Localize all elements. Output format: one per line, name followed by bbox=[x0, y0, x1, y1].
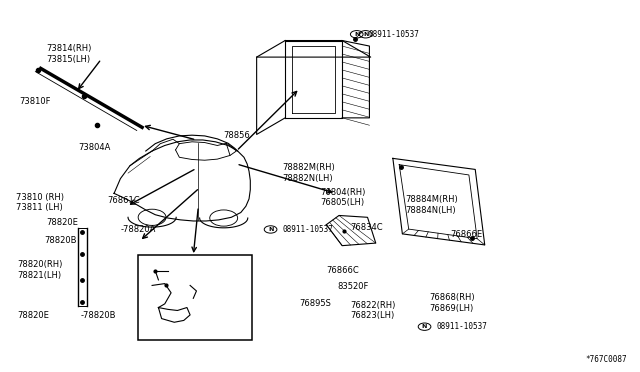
Text: -78820A: -78820A bbox=[120, 225, 156, 234]
Text: 08911-10537: 08911-10537 bbox=[283, 225, 333, 234]
Text: 76804(RH)
76805(LH): 76804(RH) 76805(LH) bbox=[320, 188, 365, 208]
Text: 78820E: 78820E bbox=[17, 311, 49, 320]
Text: 76866E: 76866E bbox=[450, 230, 482, 239]
Text: 78884M(RH)
78884N(LH): 78884M(RH) 78884N(LH) bbox=[406, 195, 458, 215]
Text: 76866C: 76866C bbox=[326, 266, 359, 275]
Text: 78820E: 78820E bbox=[46, 218, 78, 227]
Text: 76897A: 76897A bbox=[148, 282, 177, 291]
Text: 76895S: 76895S bbox=[300, 299, 332, 308]
Text: 83520F: 83520F bbox=[338, 282, 369, 291]
Text: 76861C: 76861C bbox=[108, 196, 140, 205]
Text: 76897A: 76897A bbox=[182, 304, 211, 313]
Text: N: N bbox=[354, 32, 360, 37]
Text: 73804A: 73804A bbox=[78, 143, 110, 152]
Text: 08911-10537: 08911-10537 bbox=[369, 30, 420, 39]
Text: N: N bbox=[268, 227, 273, 232]
Text: 08911-10537: 08911-10537 bbox=[436, 322, 488, 331]
Text: 76822(RH)
76823(LH): 76822(RH) 76823(LH) bbox=[351, 301, 396, 320]
Text: 73810F: 73810F bbox=[19, 97, 51, 106]
Text: 78820(RH)
78821(LH): 78820(RH) 78821(LH) bbox=[17, 260, 63, 280]
Text: 73810 (RH)
73811 (LH): 73810 (RH) 73811 (LH) bbox=[16, 193, 64, 212]
FancyBboxPatch shape bbox=[138, 255, 252, 340]
Text: 63910D: 63910D bbox=[163, 262, 193, 271]
Text: *767C0087: *767C0087 bbox=[586, 355, 627, 363]
Text: 78856: 78856 bbox=[224, 131, 250, 140]
Text: 76834C: 76834C bbox=[351, 223, 383, 232]
Text: 76897E: 76897E bbox=[205, 282, 234, 291]
Text: 76868(RH)
76869(LH): 76868(RH) 76869(LH) bbox=[429, 294, 475, 313]
Text: N: N bbox=[363, 32, 368, 37]
Text: -78820B: -78820B bbox=[81, 311, 116, 320]
Text: 78820B: 78820B bbox=[44, 236, 77, 245]
Text: N: N bbox=[422, 324, 428, 329]
Text: 76895(RH)
76896(LH): 76895(RH) 76896(LH) bbox=[143, 312, 184, 331]
Text: 73814(RH)
73815(LH): 73814(RH) 73815(LH) bbox=[46, 45, 92, 64]
Text: 78882M(RH)
78882N(LH): 78882M(RH) 78882N(LH) bbox=[282, 163, 335, 183]
